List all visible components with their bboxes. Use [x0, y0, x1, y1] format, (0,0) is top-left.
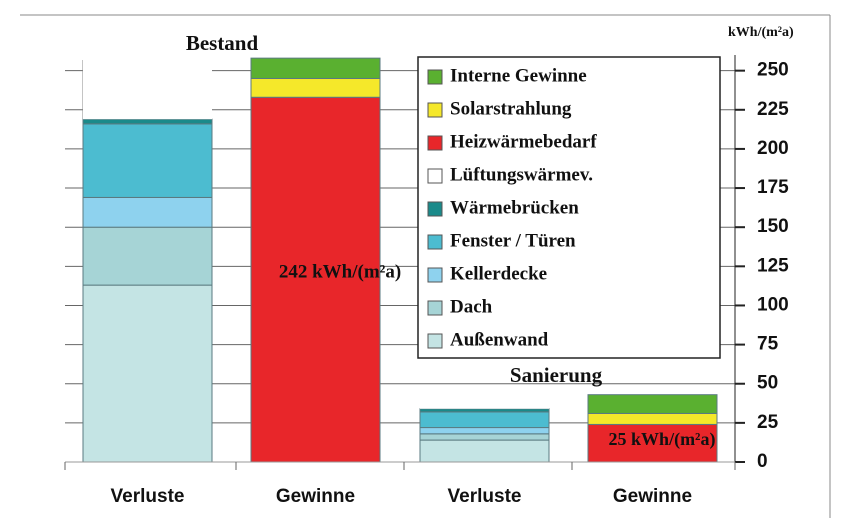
- legend-label: Kellerdecke: [450, 263, 547, 284]
- x-tick-label: Verluste: [111, 486, 185, 507]
- y-tick-label: 125: [757, 255, 789, 276]
- legend-label: Lüftungswärmev.: [450, 164, 593, 185]
- bar-segment: [419, 433, 550, 441]
- bar-segment: [82, 226, 213, 286]
- bar-segment: [250, 57, 381, 79]
- bar-segment: [587, 412, 718, 425]
- bar-segment: [83, 58, 212, 120]
- legend-label: Solarstrahlung: [450, 98, 572, 119]
- legend-swatch: [427, 135, 443, 151]
- y-tick-label: 100: [757, 294, 789, 315]
- legend-label: Interne Gewinne: [450, 65, 587, 86]
- legend-box: [417, 56, 721, 359]
- legend-swatch: [427, 234, 443, 250]
- y-tick-label: 0: [757, 451, 768, 472]
- y-tick-label: 175: [757, 177, 789, 198]
- legend-swatch: [427, 267, 443, 283]
- legend-swatch: [427, 201, 443, 217]
- bar-segment: [82, 196, 213, 228]
- legend-swatch: [427, 69, 443, 85]
- x-tick-label: Verluste: [448, 486, 522, 507]
- y-tick-label: 200: [757, 138, 789, 159]
- bar-segment: [420, 394, 549, 409]
- legend-label: Dach: [450, 296, 493, 317]
- legend-label: Wärmebrücken: [450, 197, 579, 218]
- group-label: Sanierung: [510, 363, 603, 387]
- y-tick-label: 250: [757, 60, 789, 81]
- bar-segment: [250, 96, 381, 463]
- bar-segment: [419, 411, 550, 429]
- legend-label: Heizwärmebedarf: [450, 131, 597, 152]
- bar-segment: [82, 123, 213, 198]
- y-tick-label: 75: [757, 334, 779, 355]
- y-tick-label: 150: [757, 216, 789, 237]
- bar-segment: [587, 423, 718, 463]
- x-tick-label: Gewinne: [613, 486, 692, 507]
- bar-segment: [82, 118, 213, 125]
- legend-label: Fenster / Türen: [450, 230, 576, 251]
- bar-segment: [250, 77, 381, 98]
- unit-label: kWh/(m²a): [728, 25, 794, 40]
- legend-swatch: [427, 300, 443, 316]
- legend-swatch: [427, 333, 443, 349]
- legend-swatch: [427, 168, 443, 184]
- legend-swatch: [427, 102, 443, 118]
- bar-segment: [419, 427, 550, 435]
- y-tick-label: 25: [757, 412, 779, 433]
- bar-segment: [419, 439, 550, 463]
- bar-segment: [82, 284, 213, 463]
- y-tick-label: 225: [757, 99, 789, 120]
- annotation: 25 kWh/(m²a): [609, 429, 716, 450]
- legend-label: Außenwand: [450, 329, 549, 350]
- group-label: Bestand: [186, 31, 259, 55]
- annotation: 242 kWh/(m²a): [279, 261, 401, 282]
- bar-segment: [587, 394, 718, 414]
- x-tick-label: Gewinne: [276, 486, 355, 507]
- bar-segment: [419, 408, 550, 413]
- y-tick-label: 50: [757, 373, 778, 394]
